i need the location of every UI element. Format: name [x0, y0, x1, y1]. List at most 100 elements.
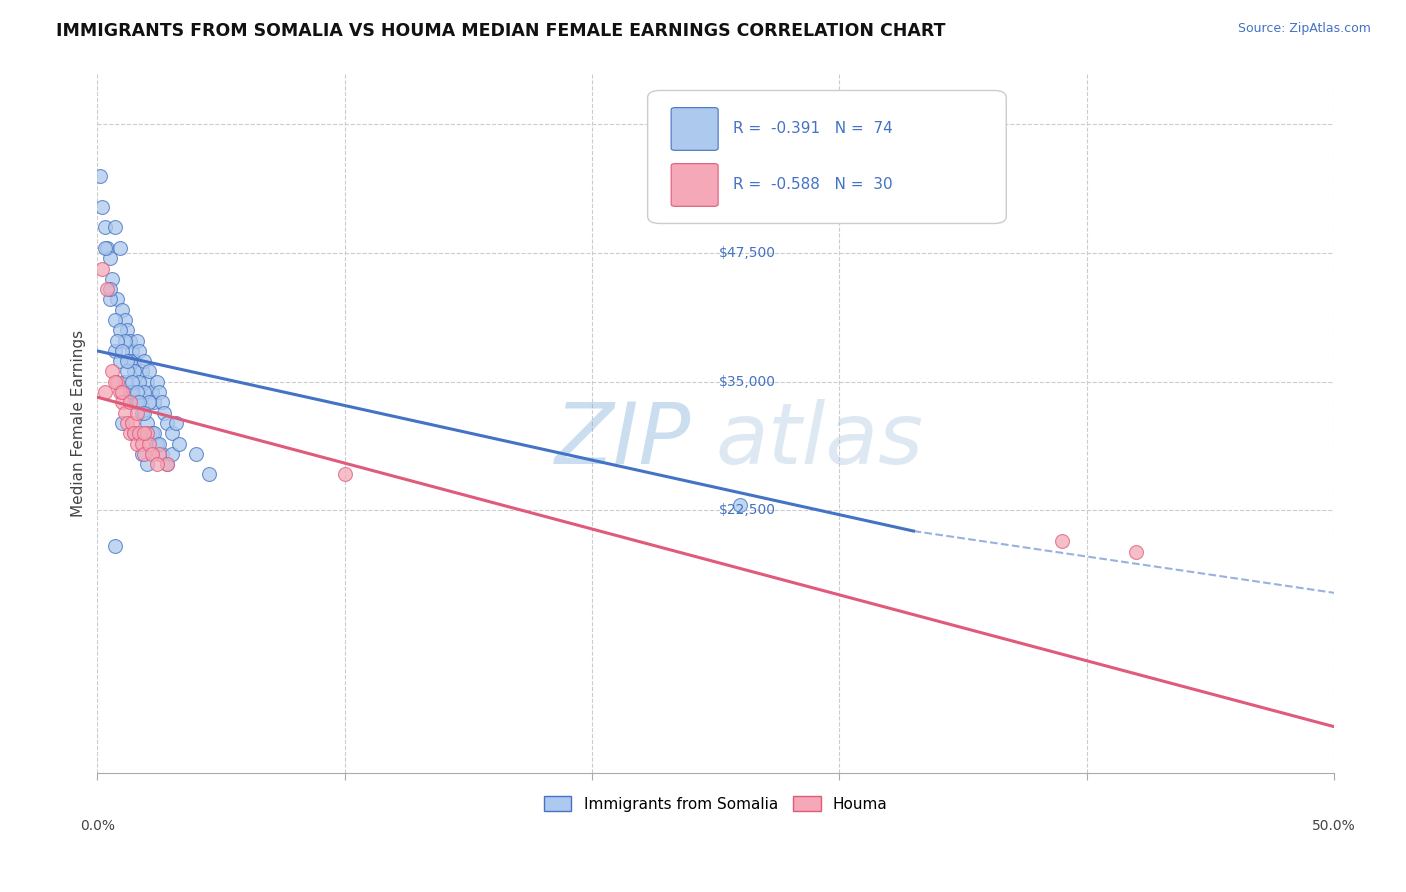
Point — [121, 343, 143, 358]
Point — [98, 252, 121, 266]
Point — [128, 343, 150, 358]
Point — [148, 436, 170, 450]
Text: $47,500: $47,500 — [720, 246, 776, 260]
Point — [121, 385, 143, 400]
Point — [121, 375, 143, 389]
Point — [134, 447, 156, 461]
Point — [104, 375, 127, 389]
Point — [131, 406, 153, 420]
Text: R =  -0.588   N =  30: R = -0.588 N = 30 — [733, 178, 893, 193]
Point — [124, 354, 146, 368]
Point — [134, 354, 156, 368]
Point — [138, 436, 160, 450]
Point — [1050, 534, 1073, 549]
Point — [1125, 544, 1147, 558]
Text: IMMIGRANTS FROM SOMALIA VS HOUMA MEDIAN FEMALE EARNINGS CORRELATION CHART: IMMIGRANTS FROM SOMALIA VS HOUMA MEDIAN … — [56, 22, 946, 40]
Point — [104, 313, 127, 327]
Point — [96, 241, 118, 255]
Point — [104, 540, 127, 554]
Point — [141, 447, 163, 461]
Point — [124, 426, 146, 441]
Text: atlas: atlas — [716, 399, 924, 482]
Point — [134, 426, 156, 441]
Point — [118, 426, 141, 441]
Point — [118, 334, 141, 348]
Point — [141, 426, 163, 441]
Point — [114, 313, 136, 327]
Point — [155, 416, 177, 430]
Point — [94, 220, 117, 235]
Point — [98, 282, 121, 296]
Point — [125, 436, 148, 450]
Point — [135, 416, 157, 430]
Point — [197, 467, 219, 482]
Text: 50.0%: 50.0% — [1312, 819, 1355, 833]
Point — [155, 457, 177, 471]
Point — [134, 385, 156, 400]
Point — [114, 375, 136, 389]
Point — [108, 323, 131, 337]
Point — [118, 354, 141, 368]
Point — [134, 406, 156, 420]
Point — [148, 385, 170, 400]
Text: $22,500: $22,500 — [720, 503, 776, 517]
Point — [121, 416, 143, 430]
Point — [111, 416, 134, 430]
Point — [124, 395, 146, 409]
Point — [94, 241, 117, 255]
Point — [124, 426, 146, 441]
Point — [167, 436, 190, 450]
Point — [111, 302, 134, 317]
Point — [89, 169, 111, 183]
Point — [125, 385, 148, 400]
Point — [155, 457, 177, 471]
FancyBboxPatch shape — [648, 90, 1007, 224]
Point — [730, 498, 752, 512]
Point — [111, 343, 134, 358]
Point — [111, 385, 134, 400]
Point — [115, 354, 138, 368]
Point — [135, 457, 157, 471]
Point — [96, 282, 118, 296]
Point — [125, 334, 148, 348]
Point — [125, 395, 148, 409]
Legend: Immigrants from Somalia, Houma: Immigrants from Somalia, Houma — [537, 789, 894, 818]
Text: $60,000: $60,000 — [720, 118, 776, 131]
Point — [148, 447, 170, 461]
Text: $35,000: $35,000 — [720, 375, 776, 389]
Point — [115, 323, 138, 337]
Point — [108, 241, 131, 255]
Point — [104, 343, 127, 358]
Text: ZIP: ZIP — [555, 399, 690, 482]
Point — [114, 406, 136, 420]
Point — [108, 385, 131, 400]
Point — [128, 375, 150, 389]
FancyBboxPatch shape — [671, 163, 718, 206]
Point — [124, 364, 146, 378]
Point — [91, 200, 114, 214]
Point — [153, 406, 176, 420]
Point — [186, 447, 208, 461]
Point — [115, 416, 138, 430]
Point — [128, 395, 150, 409]
Point — [101, 272, 124, 286]
Point — [160, 426, 183, 441]
Point — [101, 364, 124, 378]
Point — [105, 334, 128, 348]
Point — [131, 436, 153, 450]
Point — [333, 467, 356, 482]
Point — [128, 426, 150, 441]
Point — [131, 447, 153, 461]
Point — [135, 375, 157, 389]
Text: R =  -0.391   N =  74: R = -0.391 N = 74 — [733, 121, 893, 136]
Text: Source: ZipAtlas.com: Source: ZipAtlas.com — [1237, 22, 1371, 36]
Point — [105, 293, 128, 307]
Point — [125, 406, 148, 420]
Point — [143, 395, 166, 409]
Point — [118, 395, 141, 409]
Point — [138, 364, 160, 378]
Point — [138, 395, 160, 409]
Point — [135, 426, 157, 441]
Point — [98, 293, 121, 307]
Point — [111, 395, 134, 409]
